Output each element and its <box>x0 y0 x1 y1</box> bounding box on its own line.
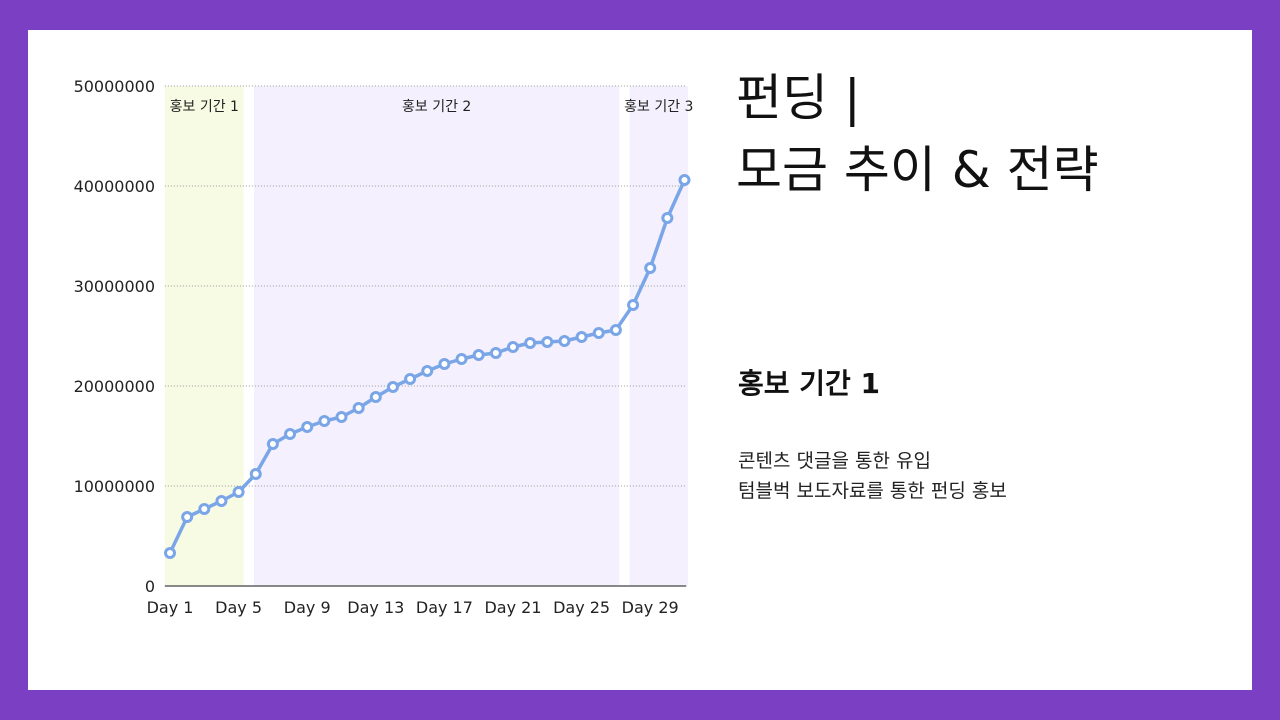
data-point <box>181 511 194 523</box>
data-point <box>609 324 622 336</box>
data-point <box>232 486 245 498</box>
bullet-list: 콘텐츠 댓글을 통한 유입 텀블벅 보도자료를 통한 펀딩 홍보 <box>738 446 1007 506</box>
y-tick-label: 40000000 <box>74 177 155 196</box>
data-point <box>335 411 348 423</box>
data-point <box>507 341 519 353</box>
data-point <box>352 402 365 414</box>
y-tick-label: 30000000 <box>74 277 155 296</box>
data-point <box>627 299 640 311</box>
data-point <box>678 174 691 186</box>
data-point <box>438 358 451 370</box>
period-band-label: 홍보 기간 2 <box>402 99 471 115</box>
data-point <box>592 327 605 339</box>
data-point <box>455 353 468 365</box>
data-point <box>215 495 228 507</box>
x-tick-label: Day 17 <box>416 598 473 617</box>
data-point <box>164 547 176 559</box>
y-tick-label: 0 <box>145 577 155 596</box>
data-point <box>404 373 417 385</box>
data-point <box>472 349 485 361</box>
data-point <box>386 381 399 393</box>
period-band <box>254 86 620 586</box>
y-tick-label: 50000000 <box>74 77 155 96</box>
data-point <box>661 212 674 224</box>
x-tick-label: Day 1 <box>147 598 194 617</box>
period-band <box>629 86 688 586</box>
x-tick-label: Day 29 <box>622 598 679 617</box>
data-point <box>198 503 211 515</box>
period-band-label: 홍보 기간 1 <box>170 99 239 115</box>
x-tick-label: Day 21 <box>484 598 541 617</box>
data-point <box>575 331 588 343</box>
data-point <box>541 336 554 348</box>
data-point <box>266 438 279 450</box>
period-band <box>164 86 244 586</box>
data-point <box>489 347 502 359</box>
data-point <box>249 468 262 480</box>
section-heading: 홍보 기간 1 <box>738 367 881 400</box>
y-tick-label: 20000000 <box>74 377 155 396</box>
slide-title: 펀딩 | 모금 추이 & 전략 <box>736 69 1099 199</box>
data-point <box>369 391 382 403</box>
y-tick-label: 10000000 <box>74 477 155 496</box>
bullet-item: 텀블벅 보도자료를 통한 펀딩 홍보 <box>738 480 1007 502</box>
period-band-label: 홍보 기간 3 <box>624 99 693 115</box>
data-point <box>558 335 571 347</box>
x-tick-label: Day 5 <box>215 598 262 617</box>
data-point <box>301 421 314 433</box>
bullet-item: 콘텐츠 댓글을 통한 유입 <box>738 450 931 472</box>
x-tick-label: Day 13 <box>347 598 404 617</box>
data-point <box>421 365 434 377</box>
data-point <box>284 428 297 440</box>
data-point <box>524 337 537 349</box>
x-tick-label: Day 9 <box>284 598 331 617</box>
x-tick-label: Day 25 <box>553 598 610 617</box>
data-point <box>318 415 331 427</box>
data-point <box>644 262 657 274</box>
